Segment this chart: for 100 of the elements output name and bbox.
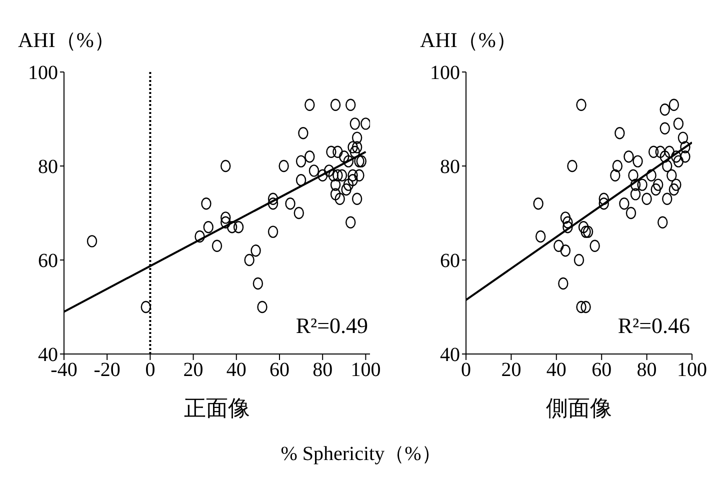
x-tick-label: 100 (350, 359, 381, 382)
point (328, 169, 338, 182)
point (560, 212, 571, 224)
point (626, 206, 636, 220)
point (220, 216, 231, 228)
point (624, 150, 634, 163)
point (226, 221, 238, 234)
point (680, 141, 690, 154)
point (343, 155, 354, 168)
point (664, 146, 674, 158)
point (317, 169, 328, 182)
point (330, 188, 341, 200)
point (332, 146, 343, 158)
point (574, 254, 584, 266)
y-tick-label: 60 (38, 250, 58, 272)
point (348, 141, 358, 154)
point (614, 127, 625, 140)
point (562, 221, 573, 234)
point (598, 192, 609, 205)
point (304, 98, 315, 111)
y-tick-label: 60 (440, 250, 460, 272)
point (330, 178, 341, 191)
point (348, 174, 358, 186)
point (341, 183, 352, 196)
y-tick-label: 80 (440, 156, 460, 178)
point (324, 164, 334, 177)
point (630, 188, 641, 200)
point (350, 118, 360, 130)
point (580, 226, 591, 238)
point (678, 132, 688, 144)
point (590, 240, 600, 252)
point (360, 118, 370, 130)
point (304, 150, 315, 163)
point (533, 198, 544, 210)
point (350, 146, 360, 158)
point (650, 183, 661, 196)
point (296, 174, 306, 186)
point (662, 192, 672, 205)
x-axis-title: 側面像 (546, 396, 612, 422)
point (343, 178, 354, 191)
x-tick-label: 20 (183, 359, 204, 382)
x-tick-label: 80 (312, 359, 333, 382)
point (671, 150, 682, 163)
x-tick-label: 60 (269, 359, 290, 382)
point (220, 160, 231, 172)
point (653, 178, 664, 191)
point (348, 169, 358, 182)
x-tick-label: 20 (501, 359, 522, 382)
point (655, 146, 666, 158)
point (576, 98, 586, 111)
x-tick-label: 100 (677, 359, 707, 382)
point (203, 221, 214, 234)
y-tick-label: 100 (28, 62, 58, 84)
point (580, 300, 591, 314)
point (554, 240, 564, 252)
point (220, 212, 231, 224)
point (194, 230, 205, 243)
point (673, 155, 684, 168)
point (252, 277, 264, 290)
point (278, 160, 289, 172)
x-tick-label: 40 (546, 359, 566, 382)
point (354, 169, 364, 182)
point (308, 164, 320, 177)
point (662, 160, 672, 172)
annotation: R²=0.46 (618, 313, 690, 339)
y-axis-title: AHI（%） (18, 27, 115, 54)
point (660, 150, 670, 163)
point (294, 206, 304, 220)
point (619, 198, 630, 210)
point (673, 118, 684, 130)
point (567, 160, 578, 172)
point (201, 198, 212, 210)
point (352, 132, 362, 144)
point (578, 221, 589, 234)
point (336, 169, 348, 182)
point (658, 216, 668, 228)
point (668, 98, 680, 111)
point (268, 198, 278, 210)
point (630, 178, 641, 191)
point (257, 300, 268, 314)
point (612, 160, 623, 172)
x-tick-label: -20 (94, 359, 120, 382)
x-axis-title: 正面像 (184, 396, 250, 422)
point (330, 98, 341, 111)
point (628, 169, 638, 182)
point (668, 183, 680, 196)
point (576, 300, 586, 314)
point (352, 141, 362, 154)
point (632, 155, 643, 168)
point (666, 169, 677, 182)
point (212, 240, 222, 252)
point (326, 146, 336, 158)
point (244, 254, 254, 266)
point (642, 192, 652, 205)
point (296, 155, 306, 168)
y-tick-label: 100 (430, 62, 460, 84)
point (250, 244, 261, 257)
x-tick-label: 80 (636, 359, 657, 382)
y-tick-label: 40 (440, 344, 460, 366)
x-tick-label: 40 (226, 359, 246, 382)
